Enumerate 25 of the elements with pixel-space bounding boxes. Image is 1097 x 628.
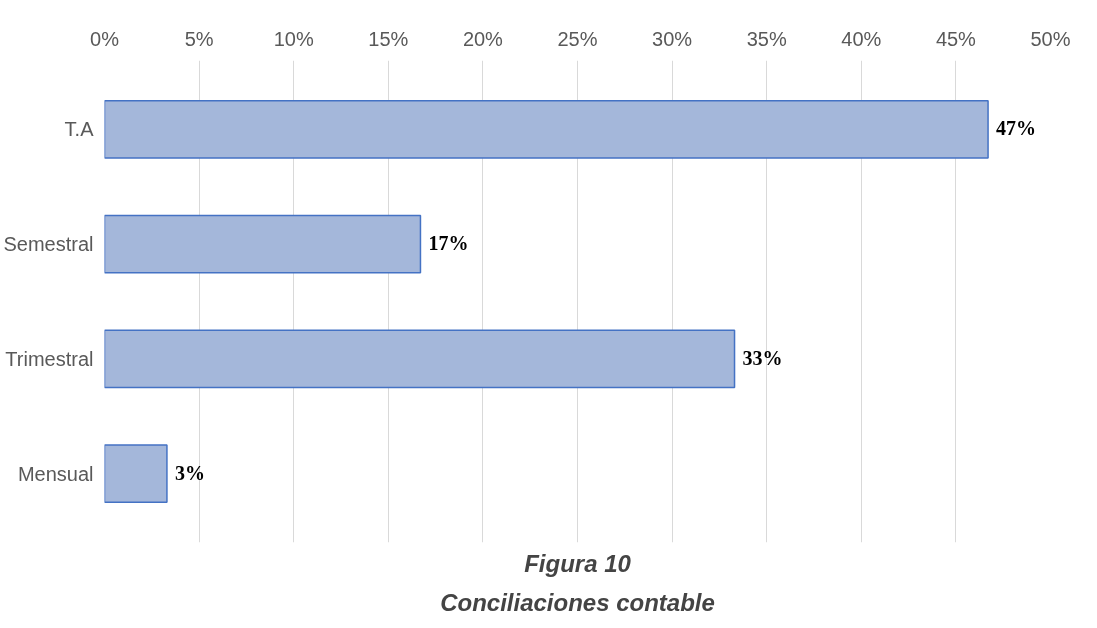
data-label: 47% — [996, 117, 1037, 140]
x-tick-label: 10% — [273, 27, 314, 50]
x-tick-label: 20% — [462, 27, 504, 50]
data-label: 33% — [742, 346, 783, 369]
x-tick-label: 5% — [184, 27, 214, 50]
y-tick-label: Mensual — [17, 462, 94, 485]
x-tick-label: 0% — [90, 27, 120, 50]
text: Conciliaciones contable — [440, 588, 715, 616]
x-tick-label: 30% — [652, 27, 693, 50]
y-tick-label: Trimestral — [5, 347, 94, 370]
x-tick-label: 25% — [557, 27, 598, 50]
data-label: 3% — [174, 461, 205, 484]
x-tick-label: 45% — [935, 27, 977, 50]
x-tick-label: 15% — [368, 27, 409, 50]
x-tick-label: 35% — [746, 27, 787, 50]
text: Figura 10 — [524, 549, 632, 577]
bar — [104, 99, 989, 159]
x-tick-label: 40% — [841, 27, 882, 50]
y-tick-label: Semestral — [3, 233, 94, 256]
data-label: 17% — [428, 232, 469, 255]
bar — [104, 214, 422, 274]
x-tick-label: 50% — [1030, 27, 1071, 50]
y-tick-label: T.A — [64, 118, 95, 141]
bar — [104, 444, 168, 504]
bar — [104, 329, 736, 389]
